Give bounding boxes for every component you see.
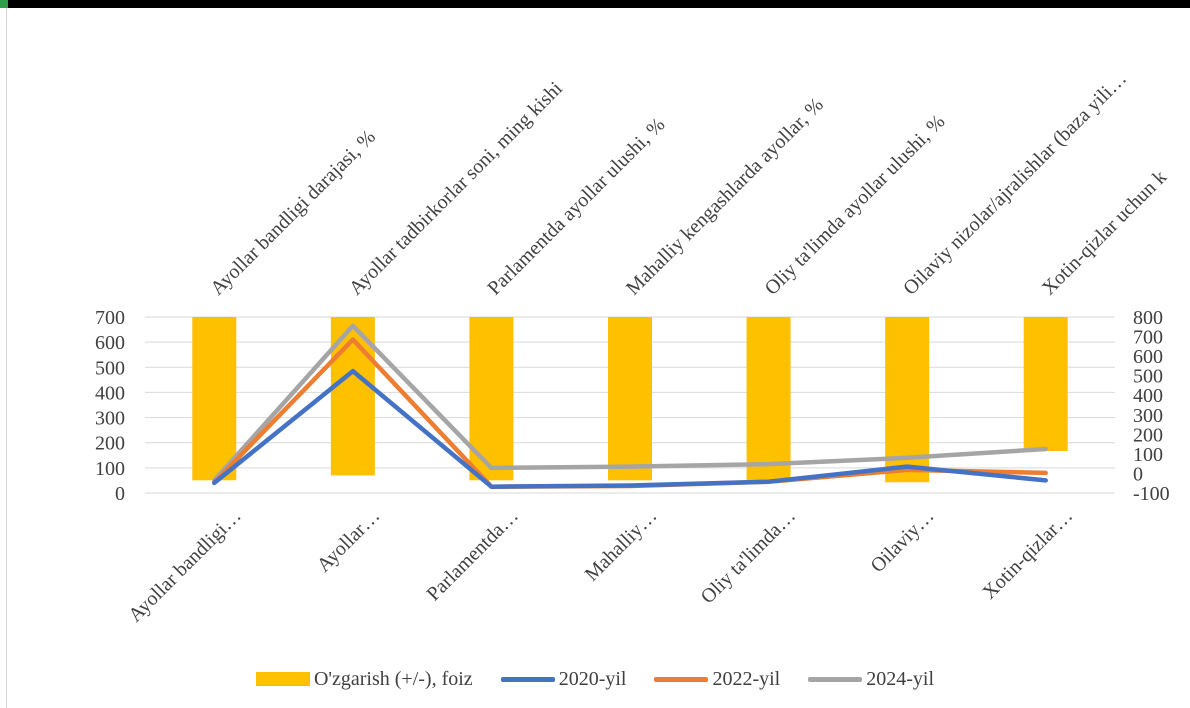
legend-item-2024: 2024-yil: [808, 668, 934, 691]
left-tick-label: 600: [95, 332, 125, 354]
right-tick-label: 700: [1133, 327, 1163, 349]
top-category-label: Xotin-qizlar uchun k: [1038, 166, 1171, 299]
series-line-2020-yil: [212, 368, 1048, 489]
x-tick-label: Mahalliy…: [581, 505, 662, 586]
right-tick-label: 100: [1133, 444, 1163, 466]
right-tick-label: 500: [1133, 366, 1163, 388]
x-tick-label: Parlamentda…: [422, 505, 522, 605]
legend-label-bars: O'zgarish (+/-), foiz: [313, 667, 473, 690]
legend-item-2020: 2020-yil: [500, 667, 627, 691]
legend-item-2022: 2022-yil: [654, 668, 780, 691]
x-tick-label: Ayollar…: [313, 505, 385, 577]
legend-label-2020: 2020-yil: [558, 667, 627, 690]
top-category-label: Oilaviy nizolar/ajralishlar (baza yili…: [899, 68, 1131, 300]
right-tick-label: 400: [1133, 385, 1163, 407]
bar: [192, 317, 237, 481]
right-tick-label: 800: [1133, 307, 1163, 329]
x-tick-label: Oilaviy…: [866, 505, 938, 577]
bar: [469, 317, 514, 481]
legend-item-bars: O'zgarish (+/-), foiz: [255, 667, 473, 691]
right-tick-label: 300: [1133, 405, 1163, 427]
bar: [1023, 317, 1068, 451]
left-tick-label: 100: [95, 458, 125, 480]
right-tick-label: 200: [1133, 424, 1163, 446]
frame-border: [6, 8, 7, 708]
left-tick-label: 300: [95, 408, 125, 430]
legend-label-2024: 2024-yil: [866, 667, 935, 690]
left-tick-label: 400: [95, 382, 125, 404]
x-tick-label: Xotin-qizlar…: [978, 505, 1077, 604]
left-tick-label: 200: [95, 433, 125, 455]
legend-swatch-2020: [500, 676, 555, 682]
top-category-label: Ayollar tadbirkorlar soni, ming kishi: [345, 77, 567, 299]
bar: [608, 317, 652, 481]
left-tick-label: 500: [95, 357, 125, 379]
series-line-2024-yil: [212, 323, 1048, 483]
right-tick-label: -100: [1133, 483, 1170, 505]
bar: [746, 317, 791, 481]
legend-swatch-bars: [255, 672, 310, 686]
top-category-label: Ayollar bandligi darajasi, %: [206, 126, 380, 300]
x-tick-label: Ayollar bandligi…: [124, 505, 245, 626]
x-tick-label: Oliy ta'limda…: [697, 505, 800, 608]
legend: O'zgarish (+/-), foiz 2020-yil 2022-yil …: [0, 664, 1190, 694]
right-tick-label: 600: [1133, 346, 1163, 368]
right-tick-label: 0: [1133, 463, 1143, 485]
top-accent: [0, 0, 8, 8]
left-tick-label: 0: [115, 483, 125, 505]
legend-swatch-2024: [808, 676, 863, 682]
left-tick-label: 700: [95, 307, 125, 329]
legend-label-2022: 2022-yil: [712, 667, 781, 690]
legend-swatch-2022: [654, 676, 709, 682]
top-border: [0, 0, 1190, 8]
